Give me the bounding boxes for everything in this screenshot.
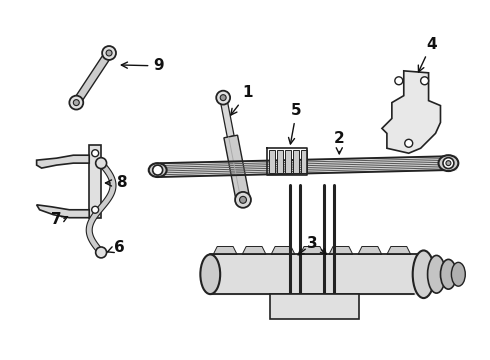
Polygon shape xyxy=(37,155,89,168)
Polygon shape xyxy=(269,150,275,173)
Text: 5: 5 xyxy=(289,103,302,144)
Polygon shape xyxy=(89,145,101,218)
Polygon shape xyxy=(210,255,418,294)
Polygon shape xyxy=(37,205,89,218)
Polygon shape xyxy=(300,247,324,255)
Circle shape xyxy=(92,150,98,157)
Circle shape xyxy=(96,247,107,258)
Polygon shape xyxy=(271,247,295,255)
Polygon shape xyxy=(293,150,299,173)
Polygon shape xyxy=(220,97,234,137)
Polygon shape xyxy=(300,150,307,173)
Circle shape xyxy=(235,192,251,208)
Text: 4: 4 xyxy=(418,37,437,72)
Polygon shape xyxy=(329,247,353,255)
Circle shape xyxy=(216,91,230,105)
Circle shape xyxy=(70,96,83,109)
Circle shape xyxy=(420,77,429,85)
Polygon shape xyxy=(224,135,250,201)
Text: 1: 1 xyxy=(231,85,253,115)
Circle shape xyxy=(92,206,98,213)
Circle shape xyxy=(106,50,112,56)
Circle shape xyxy=(446,161,451,166)
Ellipse shape xyxy=(149,163,167,177)
Ellipse shape xyxy=(413,251,435,298)
Ellipse shape xyxy=(428,255,445,293)
Polygon shape xyxy=(213,247,237,255)
Ellipse shape xyxy=(439,155,458,171)
Circle shape xyxy=(395,77,403,85)
Circle shape xyxy=(74,100,79,105)
Polygon shape xyxy=(277,150,283,173)
Ellipse shape xyxy=(200,255,220,294)
Polygon shape xyxy=(358,247,382,255)
Circle shape xyxy=(153,165,163,175)
Polygon shape xyxy=(270,294,359,319)
Circle shape xyxy=(96,158,107,168)
Circle shape xyxy=(240,196,246,203)
Circle shape xyxy=(443,158,454,168)
Text: 9: 9 xyxy=(122,58,164,73)
Text: 8: 8 xyxy=(105,175,126,190)
Polygon shape xyxy=(242,247,266,255)
Text: 7: 7 xyxy=(51,212,62,227)
Text: 3: 3 xyxy=(307,236,318,251)
Circle shape xyxy=(102,46,116,60)
Circle shape xyxy=(405,139,413,147)
Ellipse shape xyxy=(451,262,466,286)
Polygon shape xyxy=(153,156,456,177)
Polygon shape xyxy=(382,71,441,153)
Polygon shape xyxy=(387,247,411,255)
Polygon shape xyxy=(285,150,291,173)
Text: 6: 6 xyxy=(107,240,124,255)
Text: 2: 2 xyxy=(334,131,344,154)
Polygon shape xyxy=(73,51,112,105)
Ellipse shape xyxy=(441,260,456,289)
Circle shape xyxy=(220,95,226,100)
Polygon shape xyxy=(86,161,116,255)
